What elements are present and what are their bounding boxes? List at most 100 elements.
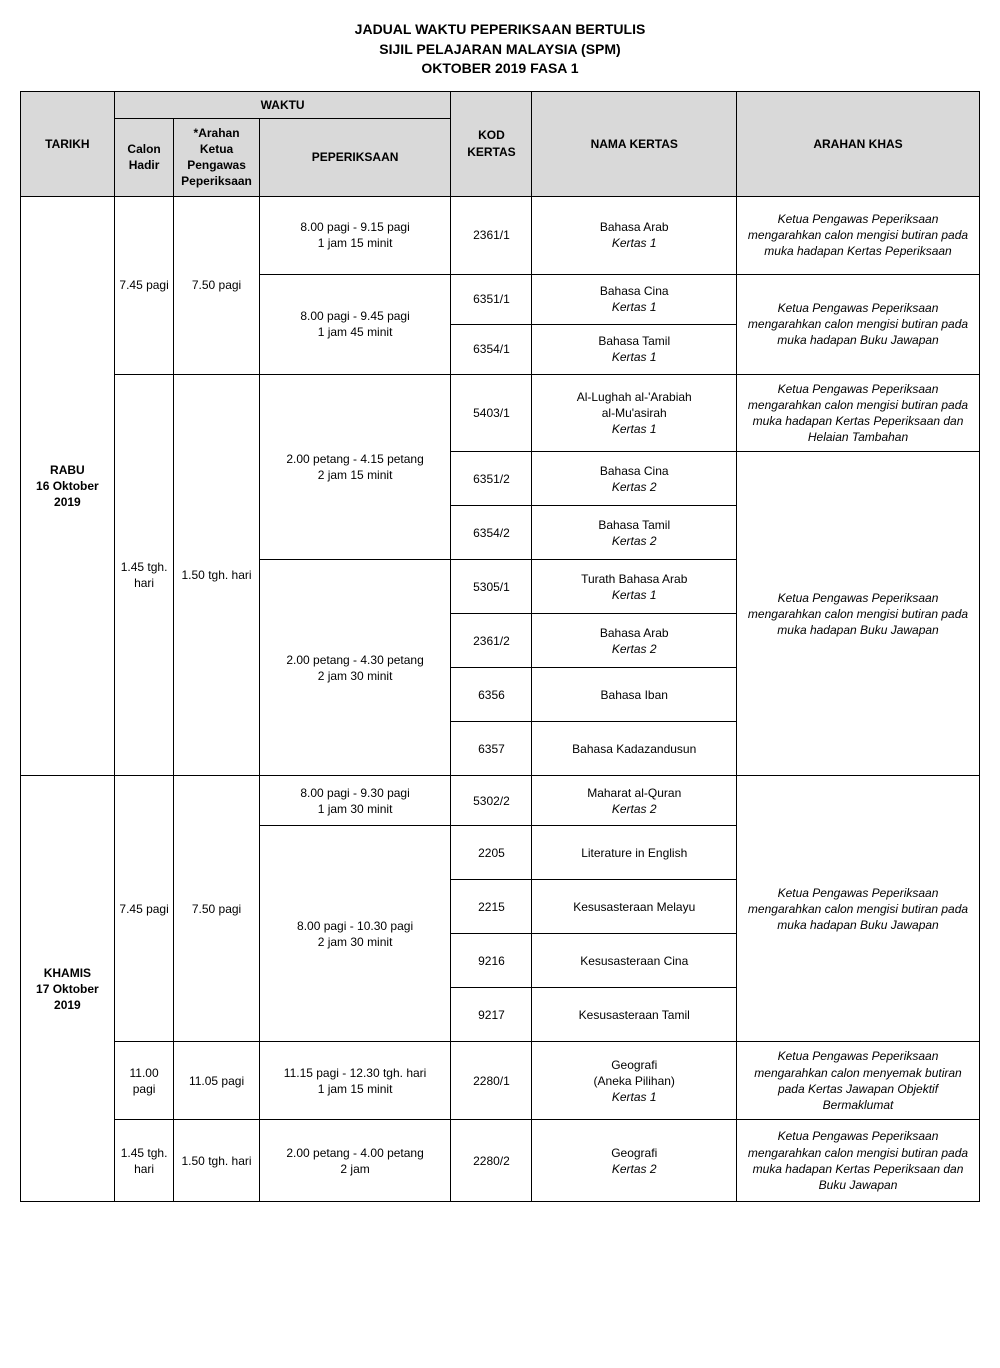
- d2s1r5-nama: Kesusasteraan Tamil: [532, 988, 737, 1042]
- page-title: JADUAL WAKTU PEPERIKSAAN BERTULIS SIJIL …: [20, 20, 980, 79]
- th-waktu: WAKTU: [114, 91, 451, 118]
- d2s2-kod: 2280/1: [451, 1042, 532, 1120]
- nama-l1: Bahasa Cina: [600, 464, 669, 478]
- d2s1-slot1: 8.00 pagi - 9.30 pagi 1 jam 30 minit: [259, 776, 451, 826]
- d2s1-calon: 7.45 pagi: [114, 776, 174, 1042]
- slot2-l2: 1 jam 45 minit: [318, 325, 393, 339]
- title-line-3: OKTOBER 2019 FASA 1: [20, 59, 980, 79]
- d2s3-nama: Geografi Kertas 2: [532, 1120, 737, 1202]
- time-l1: 11.15 pagi - 12.30 tgh. hari: [284, 1066, 427, 1080]
- th-arahan-ketua: *Arahan Ketua Pengawas Peperiksaan: [174, 118, 259, 196]
- slot1-l1: 2.00 petang - 4.15 petang: [286, 452, 423, 466]
- tarikh-l3: 2019: [54, 495, 81, 509]
- d1s2-slot1: 2.00 petang - 4.15 petang 2 jam 15 minit: [259, 374, 451, 560]
- d1s1-slot1-l2: 1 jam 15 minit: [318, 236, 393, 250]
- d2s2-nama: Geografi (Aneka Pilihan) Kertas 1: [532, 1042, 737, 1120]
- d1s2r1-kod: 5403/1: [451, 374, 532, 452]
- d2s1r1-kod: 5302/2: [451, 776, 532, 826]
- title-line-1: JADUAL WAKTU PEPERIKSAAN BERTULIS: [20, 20, 980, 40]
- d1s2r6-nama: Bahasa Iban: [532, 668, 737, 722]
- nama-l2: Kertas 1: [612, 300, 657, 314]
- nama-l2: Kertas 1: [612, 350, 657, 364]
- tarikh-l1: KHAMIS: [44, 966, 91, 980]
- d1s2-slot2: 2.00 petang - 4.30 petang 2 jam 30 minit: [259, 560, 451, 776]
- tarikh-l2: 17 Oktober: [36, 982, 99, 996]
- d2s1-slot2: 8.00 pagi - 10.30 pagi 2 jam 30 minit: [259, 826, 451, 1042]
- d1s2-arahan: 1.50 tgh. hari: [174, 374, 259, 776]
- title-line-2: SIJIL PELAJARAN MALAYSIA (SPM): [20, 40, 980, 60]
- d1s1-khas2: Ketua Pengawas Peperiksaan mengarahkan c…: [737, 274, 980, 374]
- d1s2r3-nama: Bahasa Tamil Kertas 2: [532, 506, 737, 560]
- th-kod: KOD KERTAS: [451, 91, 532, 196]
- d1s2-calon: 1.45 tgh. hari: [114, 374, 174, 776]
- d1s1r3-kod: 6354/1: [451, 324, 532, 374]
- d2s2-arahan: 11.05 pagi: [174, 1042, 259, 1120]
- th-tarikh: TARIKH: [21, 91, 115, 196]
- d1s2-khas2: Ketua Pengawas Peperiksaan mengarahkan c…: [737, 452, 980, 776]
- d2s1r5-kod: 9217: [451, 988, 532, 1042]
- d1s2r6-kod: 6356: [451, 668, 532, 722]
- time-l1: 2.00 petang - 4.00 petang: [286, 1146, 423, 1160]
- d1s1-calon: 7.45 pagi: [114, 196, 174, 374]
- d2s1r1-nama: Maharat al-Quran Kertas 2: [532, 776, 737, 826]
- nama-l2: Kertas 2: [612, 480, 657, 494]
- slot1-l2: 1 jam 30 minit: [318, 802, 393, 816]
- d2s1r4-nama: Kesusasteraan Cina: [532, 934, 737, 988]
- d1s2r2-nama: Bahasa Cina Kertas 2: [532, 452, 737, 506]
- d2s1-arahan: 7.50 pagi: [174, 776, 259, 1042]
- nama-l1: Bahasa Tamil: [598, 518, 670, 532]
- nama-l1: Bahasa Arab: [600, 220, 669, 234]
- timetable: TARIKH WAKTU KOD KERTAS NAMA KERTAS ARAH…: [20, 91, 980, 1203]
- d2s2-khas: Ketua Pengawas Peperiksaan mengarahkan c…: [737, 1042, 980, 1120]
- d1s2r3-kod: 6354/2: [451, 506, 532, 560]
- d1s2r5-nama: Bahasa Arab Kertas 2: [532, 614, 737, 668]
- d1s1-arahan: 7.50 pagi: [174, 196, 259, 374]
- tarikh-l2: 16 Oktober: [36, 479, 99, 493]
- time-l2: 2 jam: [340, 1162, 369, 1176]
- nama-l1: Bahasa Arab: [600, 626, 669, 640]
- d1s1r3-nama: Bahasa Tamil Kertas 1: [532, 324, 737, 374]
- d1s1r1-nama: Bahasa Arab Kertas 1: [532, 196, 737, 274]
- nama-l1: Geografi: [611, 1058, 657, 1072]
- nama-l2: Kertas 1: [612, 588, 657, 602]
- d1s2r1-nama: Al-Lughah al-'Arabiah al-Mu'asirah Kerta…: [532, 374, 737, 452]
- th-calon: Calon Hadir: [114, 118, 174, 196]
- nama-l1: Bahasa Tamil: [598, 334, 670, 348]
- tarikh-l3: 2019: [54, 998, 81, 1012]
- slot2-l1: 2.00 petang - 4.30 petang: [286, 653, 423, 667]
- d1s2r7-kod: 6357: [451, 722, 532, 776]
- nama-l2: Kertas 2: [612, 1162, 657, 1176]
- d2s3-khas: Ketua Pengawas Peperiksaan mengarahkan c…: [737, 1120, 980, 1202]
- slot2-l2: 2 jam 30 minit: [318, 669, 393, 683]
- d2s3-time: 2.00 petang - 4.00 petang 2 jam: [259, 1120, 451, 1202]
- d2s2-calon: 11.00 pagi: [114, 1042, 174, 1120]
- nama-l1: Maharat al-Quran: [587, 786, 681, 800]
- d2s3-arahan: 1.50 tgh. hari: [174, 1120, 259, 1202]
- d2s3-calon: 1.45 tgh. hari: [114, 1120, 174, 1202]
- nama-l2: Kertas 2: [612, 642, 657, 656]
- d1s2r4-nama: Turath Bahasa Arab Kertas 1: [532, 560, 737, 614]
- tarikh-l1: RABU: [50, 463, 85, 477]
- slot2-l1: 8.00 pagi - 10.30 pagi: [297, 919, 413, 933]
- nama-l3: Kertas 1: [612, 422, 657, 436]
- slot2-l1: 8.00 pagi - 9.45 pagi: [300, 309, 409, 323]
- tarikh-day1: RABU 16 Oktober 2019: [21, 196, 115, 776]
- nama-l2: al-Mu'asirah: [602, 406, 667, 420]
- d1s2r5-kod: 2361/2: [451, 614, 532, 668]
- d1s1r1-kod: 2361/1: [451, 196, 532, 274]
- d1s2r4-kod: 5305/1: [451, 560, 532, 614]
- d1s2r2-kod: 6351/2: [451, 452, 532, 506]
- d1s2-khas1: Ketua Pengawas Peperiksaan mengarahkan c…: [737, 374, 980, 452]
- d2s3-kod: 2280/2: [451, 1120, 532, 1202]
- nama-l1: Bahasa Cina: [600, 284, 669, 298]
- d2s1r2-kod: 2205: [451, 826, 532, 880]
- d1s1-slot2: 8.00 pagi - 9.45 pagi 1 jam 45 minit: [259, 274, 451, 374]
- d1s1r2-kod: 6351/1: [451, 274, 532, 324]
- d1s1-slot1-l1: 8.00 pagi - 9.15 pagi: [300, 220, 409, 234]
- slot2-l2: 2 jam 30 minit: [318, 935, 393, 949]
- d1s1r2-nama: Bahasa Cina Kertas 1: [532, 274, 737, 324]
- th-peperiksaan: PEPERIKSAAN: [259, 118, 451, 196]
- d1s2r7-nama: Bahasa Kadazandusun: [532, 722, 737, 776]
- time-l2: 1 jam 15 minit: [318, 1082, 393, 1096]
- nama-l2: Kertas 2: [612, 534, 657, 548]
